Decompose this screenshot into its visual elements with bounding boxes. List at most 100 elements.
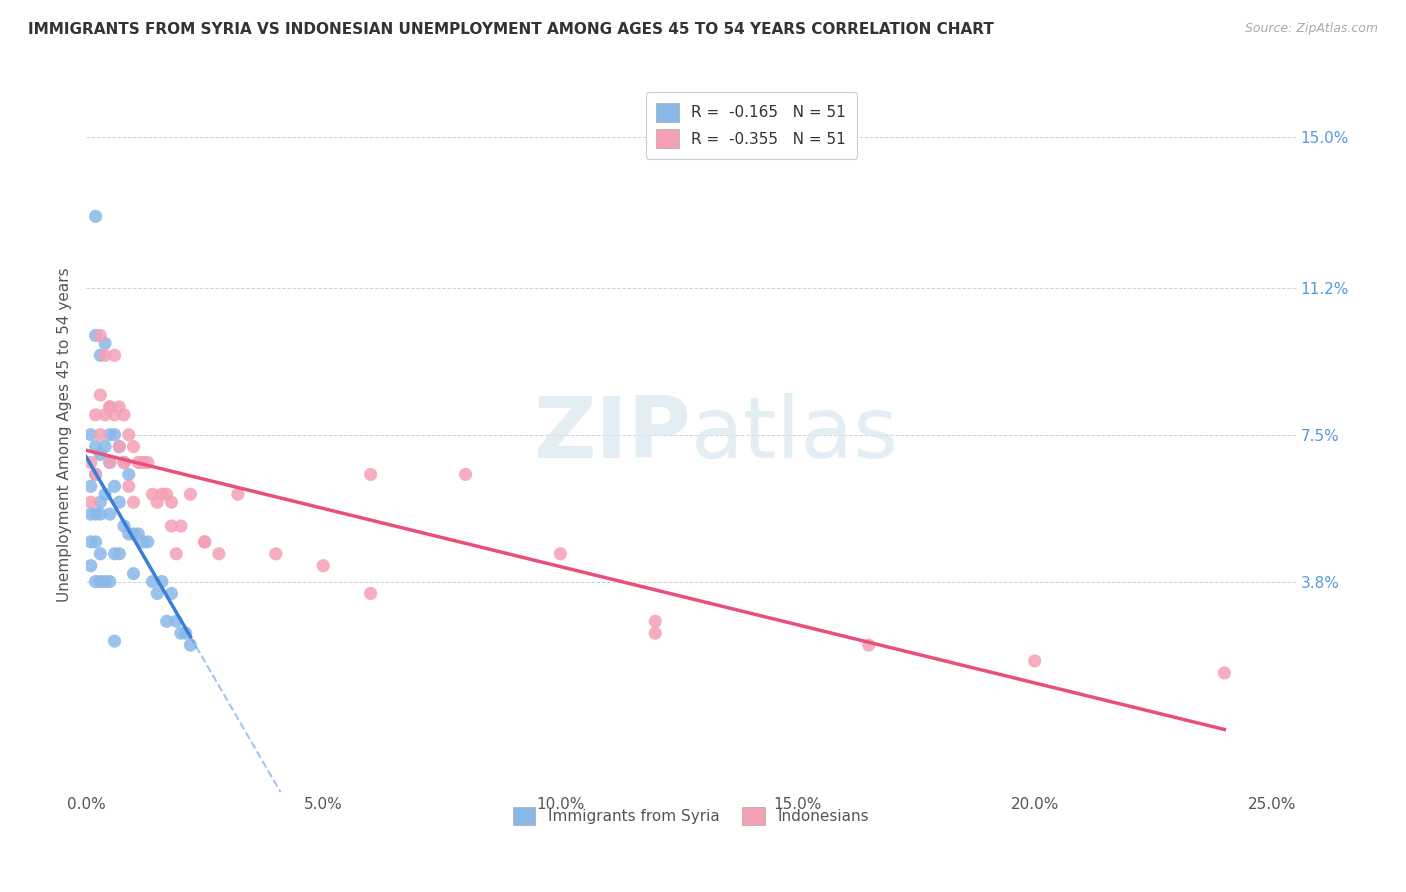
Point xyxy=(122,566,145,581)
Point xyxy=(89,388,111,402)
Point xyxy=(122,495,145,509)
Point xyxy=(156,487,179,501)
Point xyxy=(103,348,125,362)
Point xyxy=(80,479,103,493)
Point xyxy=(858,638,880,652)
Point xyxy=(118,467,141,482)
Point xyxy=(103,427,125,442)
Point xyxy=(132,455,155,469)
Point xyxy=(94,336,117,351)
Point xyxy=(550,547,572,561)
Point xyxy=(84,440,107,454)
Point xyxy=(1213,665,1236,680)
Y-axis label: Unemployment Among Ages 45 to 54 years: Unemployment Among Ages 45 to 54 years xyxy=(58,268,72,602)
Point xyxy=(312,558,335,573)
Point xyxy=(108,547,131,561)
Point xyxy=(94,440,117,454)
Point xyxy=(80,534,103,549)
Point xyxy=(136,455,159,469)
Point xyxy=(194,534,217,549)
Point xyxy=(644,614,666,628)
Point xyxy=(84,467,107,482)
Point xyxy=(98,400,121,414)
Legend: Immigrants from Syria, Indonesians: Immigrants from Syria, Indonesians xyxy=(503,797,879,834)
Point xyxy=(103,547,125,561)
Point xyxy=(98,574,121,589)
Point xyxy=(98,427,121,442)
Point xyxy=(80,455,103,469)
Point xyxy=(84,574,107,589)
Point xyxy=(136,534,159,549)
Point xyxy=(127,455,149,469)
Point xyxy=(94,574,117,589)
Point xyxy=(84,408,107,422)
Point xyxy=(80,495,103,509)
Point xyxy=(146,495,169,509)
Point xyxy=(84,210,107,224)
Point xyxy=(118,427,141,442)
Point xyxy=(132,534,155,549)
Point xyxy=(360,586,382,600)
Point xyxy=(108,440,131,454)
Point xyxy=(141,574,163,589)
Point xyxy=(84,467,107,482)
Point xyxy=(118,527,141,541)
Point xyxy=(80,427,103,442)
Point xyxy=(179,638,201,652)
Point xyxy=(98,400,121,414)
Point xyxy=(103,634,125,648)
Point xyxy=(174,626,197,640)
Point xyxy=(150,574,173,589)
Point xyxy=(108,495,131,509)
Point xyxy=(160,519,183,533)
Point xyxy=(146,586,169,600)
Point xyxy=(89,427,111,442)
Point xyxy=(84,534,107,549)
Point xyxy=(170,626,193,640)
Text: atlas: atlas xyxy=(690,393,898,476)
Point xyxy=(98,455,121,469)
Text: Source: ZipAtlas.com: Source: ZipAtlas.com xyxy=(1244,22,1378,36)
Point xyxy=(118,479,141,493)
Point xyxy=(179,487,201,501)
Point xyxy=(84,328,107,343)
Point xyxy=(94,408,117,422)
Point xyxy=(112,519,135,533)
Point xyxy=(122,527,145,541)
Point xyxy=(264,547,287,561)
Text: IMMIGRANTS FROM SYRIA VS INDONESIAN UNEMPLOYMENT AMONG AGES 45 TO 54 YEARS CORRE: IMMIGRANTS FROM SYRIA VS INDONESIAN UNEM… xyxy=(28,22,994,37)
Point xyxy=(226,487,249,501)
Point xyxy=(89,328,111,343)
Point xyxy=(150,487,173,501)
Point xyxy=(89,574,111,589)
Point xyxy=(156,614,179,628)
Point xyxy=(108,400,131,414)
Point xyxy=(160,495,183,509)
Point xyxy=(165,614,187,628)
Point xyxy=(89,448,111,462)
Point xyxy=(194,534,217,549)
Point xyxy=(98,507,121,521)
Point xyxy=(165,547,187,561)
Point xyxy=(94,348,117,362)
Point xyxy=(160,586,183,600)
Point xyxy=(98,455,121,469)
Point xyxy=(108,440,131,454)
Point xyxy=(89,547,111,561)
Point xyxy=(122,440,145,454)
Point xyxy=(89,507,111,521)
Point xyxy=(454,467,477,482)
Point xyxy=(103,479,125,493)
Point xyxy=(208,547,231,561)
Point xyxy=(80,558,103,573)
Point xyxy=(89,348,111,362)
Point xyxy=(112,455,135,469)
Point xyxy=(112,455,135,469)
Point xyxy=(84,507,107,521)
Point xyxy=(103,408,125,422)
Point xyxy=(80,507,103,521)
Point xyxy=(360,467,382,482)
Point xyxy=(644,626,666,640)
Point xyxy=(127,527,149,541)
Text: ZIP: ZIP xyxy=(533,393,690,476)
